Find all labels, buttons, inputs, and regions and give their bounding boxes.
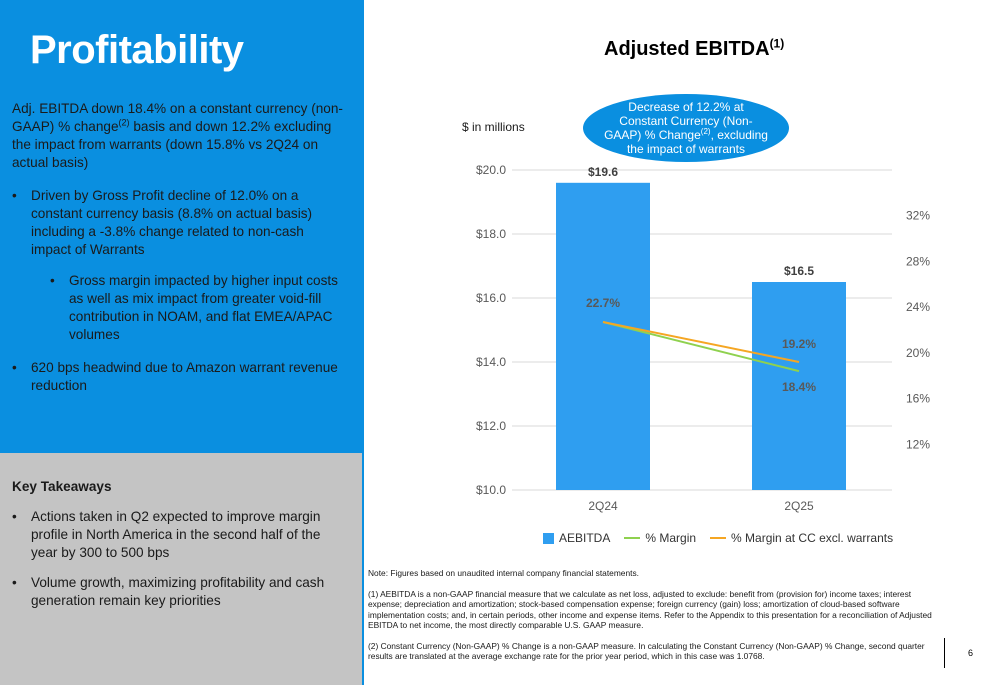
units-label: $ in millions	[462, 120, 525, 134]
bar-2Q25	[752, 282, 846, 490]
x-tick-label: 2Q24	[588, 499, 618, 513]
footnote-0: Note: Figures based on unaudited interna…	[368, 568, 639, 578]
lines	[602, 321, 800, 373]
callout-bubble: Decrease of 12.2% at Constant Currency (…	[583, 94, 789, 162]
takeaway-item: Actions taken in Q2 expected to improve …	[12, 508, 342, 562]
margin-label: 18.4%	[782, 380, 816, 394]
summary-text: Adj. EBITDA down 18.4% on a constant cur…	[12, 100, 347, 395]
y-right-tick-label: 20%	[906, 346, 930, 360]
footnote-2: (2) Constant Currency (Non-GAAP) % Chang…	[368, 640, 925, 662]
y-left-tick-label: $12.0	[476, 419, 506, 433]
ebitda-chart: $ in millions $10.0$12.0$14.0$16.0$18.0$…	[462, 120, 930, 513]
summary-sub-bullet-1: Gross margin impacted by higher input co…	[50, 272, 347, 344]
footer-divider	[944, 638, 945, 668]
legend-item-cc-margin: % Margin at CC excl. warrants	[710, 531, 893, 545]
cc-margin-label: 19.2%	[782, 337, 816, 351]
footnotes: Note: Figures based on unaudited interna…	[368, 568, 936, 672]
y-right-tick-label: 24%	[906, 300, 930, 314]
takeaways-panel	[0, 453, 362, 685]
y-left-tick-label: $10.0	[476, 483, 506, 497]
footnote-ref: (2)	[118, 117, 130, 128]
x-tick-label: 2Q25	[784, 499, 814, 513]
labels: $10.0 $12.0 $14.0 $16.0 $18.0 $20.0 12% 16% 20% 2…	[476, 163, 930, 513]
legend-swatch	[543, 532, 554, 544]
bar-2Q24	[556, 182, 650, 491]
summary-intro: Adj. EBITDA down 18.4% on a constant cur…	[12, 101, 343, 170]
legend-swatch	[710, 537, 727, 539]
key-takeaways: Key Takeaways Actions taken in Q2 expect…	[12, 478, 342, 610]
bar-value-label: $16.5	[784, 264, 814, 278]
legend-swatch	[624, 537, 641, 539]
y-left-tick-label: $20.0	[476, 163, 506, 177]
y-right-tick-label: 16%	[906, 392, 930, 406]
takeaways-title: Key Takeaways	[12, 479, 112, 494]
bars	[556, 182, 846, 491]
line-cc-margin	[602, 321, 800, 363]
y-right-tick-label: 32%	[906, 209, 930, 223]
summary-bullet-2: 620 bps headwind due to Amazon warrant r…	[12, 359, 347, 395]
y-right-tick-label: 12%	[906, 437, 930, 451]
legend-item-margin: % Margin	[624, 531, 696, 545]
y-right-tick-label: 28%	[906, 254, 930, 268]
chart-title: Adjusted EBITDA(1)	[604, 36, 785, 60]
takeaway-item: Volume growth, maximizing profitability …	[12, 574, 342, 610]
vertical-divider	[362, 0, 364, 685]
footnote-1: (1) AEBITDA is a non-GAAP financial meas…	[368, 588, 932, 631]
footnote-ref: (2)	[700, 127, 711, 136]
page-title: Profitability	[30, 28, 244, 72]
legend-item-aebitda: AEBITDA	[543, 531, 610, 545]
line-margin	[602, 321, 800, 373]
page-number: 6	[968, 648, 974, 658]
y-left-tick-label: $14.0	[476, 355, 506, 369]
y-left-tick-label: $18.0	[476, 227, 506, 241]
chart-legend: AEBITDA % Margin % Margin at CC excl. wa…	[543, 530, 907, 546]
summary-bullet-1: Driven by Gross Profit decline of 12.0% …	[12, 187, 347, 259]
margin-label: 22.7%	[586, 296, 620, 310]
footnote-ref: (1)	[769, 36, 785, 51]
y-left-tick-label: $16.0	[476, 291, 506, 305]
bar-value-label: $19.6	[588, 165, 618, 179]
